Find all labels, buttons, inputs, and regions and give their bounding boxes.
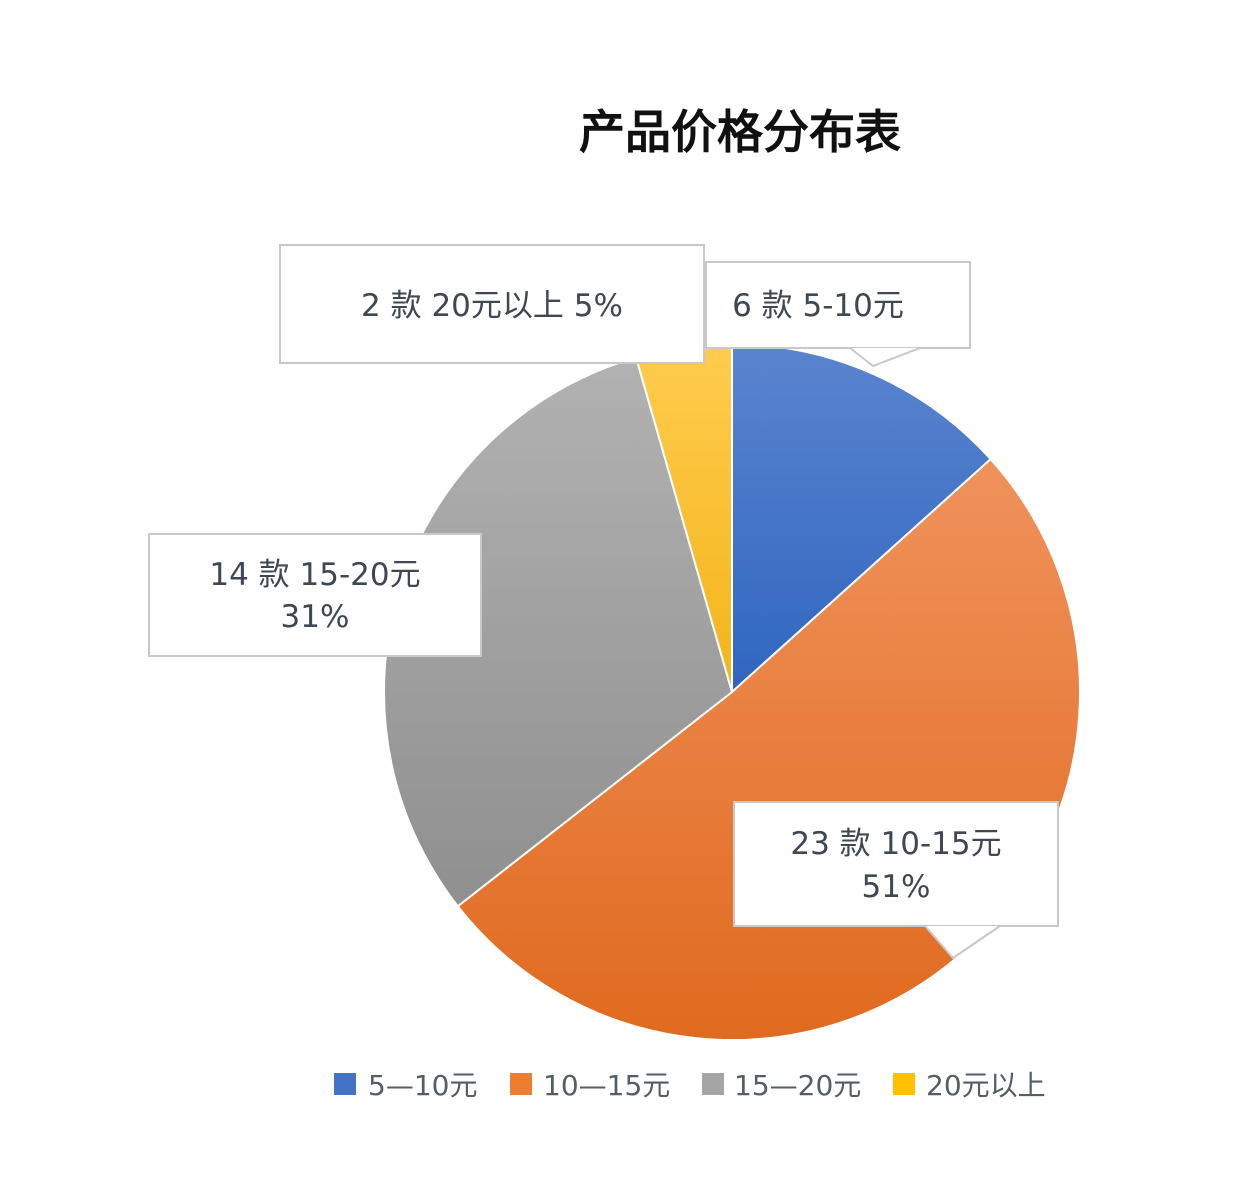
legend-item-10-15-swatch xyxy=(510,1073,532,1095)
data-label-5-10-line-1: 6 款 5-10元 xyxy=(732,288,904,324)
data-label-15-20-box xyxy=(148,533,482,657)
legend-item-20-plus-label: 20元以上 xyxy=(926,1069,1046,1102)
data-label-5-10-pointer xyxy=(849,347,921,368)
data-label-20-plus-box xyxy=(279,244,705,364)
data-label-10-15: 23 款 10-15元 51% xyxy=(733,801,1059,960)
data-label-15-20: 14 款 15-20元 31% xyxy=(148,533,482,657)
data-label-15-20-line-1: 14 款 15-20元 xyxy=(209,557,420,593)
data-label-5-10-box xyxy=(705,261,971,349)
legend-item-5-10[interactable]: 5—10元 xyxy=(334,1069,477,1102)
legend-item-15-20-label: 15—20元 xyxy=(734,1069,861,1102)
data-label-20-plus: 2 款 20元以上 5% xyxy=(279,244,705,364)
data-label-10-15-pointer xyxy=(924,925,1001,960)
legend-item-15-20[interactable]: 15—20元 xyxy=(702,1069,861,1102)
data-label-10-15-box xyxy=(733,801,1059,927)
legend-item-5-10-swatch xyxy=(334,1073,356,1095)
data-label-10-15-line-2: 51% xyxy=(862,869,931,905)
data-label-5-10: 6 款 5-10元 xyxy=(705,261,971,368)
legend-item-5-10-label: 5—10元 xyxy=(368,1069,477,1102)
chart-title: 产品价格分布表 xyxy=(579,105,901,159)
legend: 5—10元 10—15元 15—20元 20元以上 xyxy=(334,1069,1046,1102)
legend-item-20-plus[interactable]: 20元以上 xyxy=(893,1069,1046,1102)
legend-item-10-15-label: 10—15元 xyxy=(543,1069,670,1102)
legend-item-20-plus-swatch xyxy=(893,1073,915,1095)
legend-item-15-20-swatch xyxy=(702,1073,724,1095)
legend-item-10-15[interactable]: 10—15元 xyxy=(510,1069,670,1102)
data-label-20-plus-line-1: 2 款 20元以上 5% xyxy=(361,288,623,324)
data-label-15-20-line-2: 31% xyxy=(281,599,350,635)
data-label-10-15-line-1: 23 款 10-15元 xyxy=(790,826,1001,862)
data-label-callouts: 6 款 5-10元 23 款 10-15元 51% 14 款 15-20元 31% 2 款… xyxy=(148,244,1059,960)
